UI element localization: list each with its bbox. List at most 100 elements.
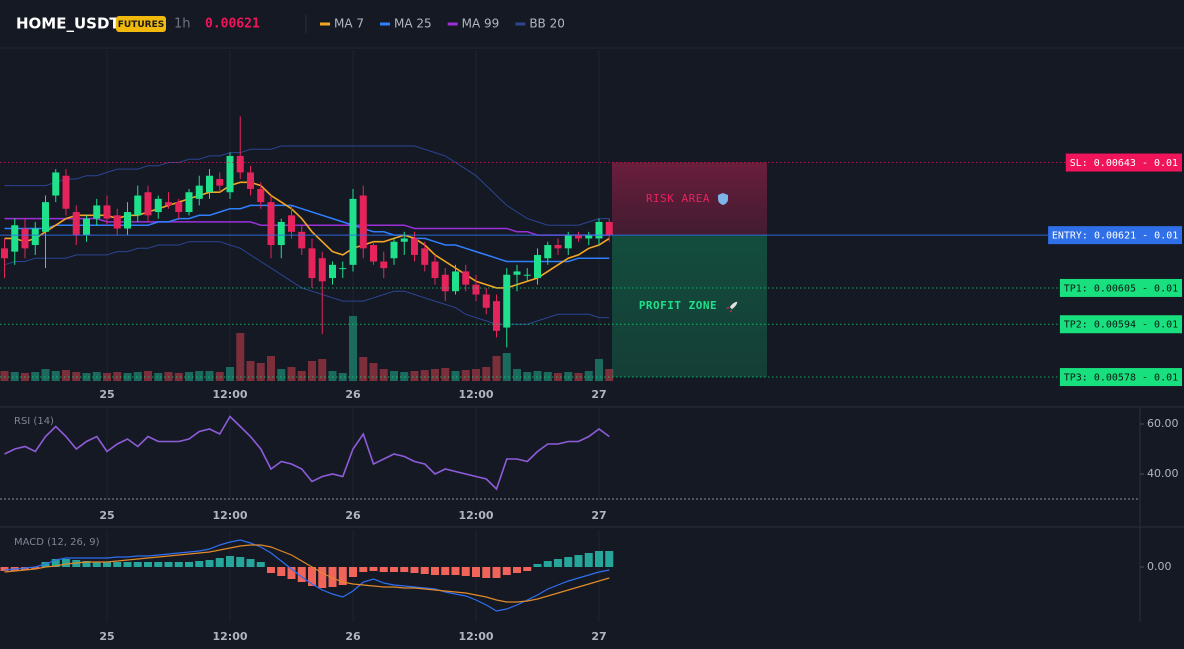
histogram-bar	[523, 567, 532, 571]
volume-bar	[103, 373, 111, 381]
candle-body	[564, 235, 572, 249]
volume-bar	[246, 361, 255, 381]
candle-body	[493, 301, 500, 331]
level-tag	[1059, 368, 1182, 387]
legend-label: BB 20	[529, 17, 565, 31]
histogram-bar	[226, 556, 234, 567]
histogram-bar	[595, 551, 603, 567]
candle-body	[298, 231, 306, 249]
rocket-icon	[726, 301, 738, 313]
volume-bar	[410, 371, 419, 381]
histogram-bar	[92, 562, 101, 567]
histogram-bar	[338, 567, 347, 585]
candle-body	[462, 271, 470, 285]
candle-body	[154, 198, 162, 213]
candle-body	[534, 254, 541, 279]
badge: FUTURES	[118, 20, 164, 30]
candle-body	[216, 179, 224, 186]
macd-line	[4, 539, 610, 612]
x-tick-label: 26	[345, 509, 361, 522]
legend-label: MA 7	[334, 17, 364, 31]
candle-body	[103, 205, 111, 219]
histogram-bar	[513, 567, 521, 573]
volume-bar	[205, 371, 214, 381]
x-tick-label: 25	[99, 509, 114, 522]
histogram-bar	[574, 555, 583, 567]
level-label: TP1: 0.00605 - 0.01	[1064, 283, 1178, 294]
legend-label: MA 99	[462, 17, 500, 31]
volume-bar	[328, 371, 337, 381]
candle-body	[72, 212, 80, 236]
pane-title: MACD (12, 26, 9)	[14, 537, 100, 548]
histogram-bar	[246, 559, 255, 567]
volume-bar	[584, 371, 593, 381]
volume-bar	[72, 372, 81, 381]
histogram-bar	[195, 561, 204, 567]
candle-body	[257, 188, 265, 203]
candle-body	[247, 172, 254, 189]
y-tick-label: 0.00	[1147, 560, 1172, 573]
candle-body	[31, 228, 39, 246]
volume-bar	[533, 371, 542, 381]
histogram-bar	[400, 567, 409, 572]
histogram-bar	[328, 567, 337, 587]
symbol: HOME_USDT	[16, 15, 120, 33]
histogram-bar	[410, 567, 419, 573]
histogram-bar	[359, 567, 368, 572]
candle-body	[175, 202, 183, 213]
histogram-bar	[154, 562, 163, 567]
histogram-bar	[420, 567, 429, 574]
histogram-bar	[215, 558, 224, 567]
volume-bar	[215, 372, 224, 381]
volume-bar	[226, 367, 234, 381]
histogram-bar	[205, 560, 214, 567]
candle-body	[1, 248, 8, 259]
candle-body	[185, 192, 193, 213]
x-tick-label: 27	[591, 509, 606, 522]
histogram-bar	[502, 567, 511, 575]
volume-bar	[349, 316, 357, 381]
volume-bar	[133, 372, 142, 381]
x-tick-label: 12:00	[212, 388, 247, 401]
volume-bar	[420, 370, 429, 381]
header: HOME_USDT FUTURES 1h 0.00621 MA 7 MA 25 MA…	[16, 15, 565, 33]
volume-bar	[82, 373, 91, 381]
volume-bar	[543, 372, 552, 381]
volume-bar	[482, 367, 491, 381]
candle-body	[513, 271, 521, 275]
volume-bar	[441, 368, 450, 381]
volume-bar	[164, 372, 173, 381]
candle-body	[236, 155, 244, 173]
shield-icon	[718, 193, 728, 205]
candle-body	[390, 241, 398, 259]
candle-body	[195, 185, 203, 199]
candle-body	[441, 274, 449, 292]
volume-bar	[390, 371, 398, 381]
y-tick-label: 60.00	[1147, 417, 1179, 430]
candle-body	[165, 202, 172, 206]
histogram-bar	[564, 557, 573, 567]
histogram-bar	[441, 567, 450, 575]
volume-bar	[308, 361, 316, 381]
volume-bar	[185, 372, 193, 381]
candle-body	[544, 245, 552, 259]
histogram-bar	[0, 567, 9, 571]
volume-bar	[318, 359, 327, 381]
volume-bar	[154, 373, 163, 381]
histogram-bar	[174, 562, 183, 567]
candle-body	[318, 258, 326, 282]
legend-label: MA 25	[394, 17, 432, 31]
volume-bar	[595, 359, 603, 381]
candle-body	[472, 284, 480, 295]
candle-body	[585, 235, 593, 239]
volume-bar	[472, 369, 480, 381]
histogram-bar	[277, 567, 286, 576]
volume-bar	[379, 369, 388, 381]
candle-body	[349, 198, 357, 265]
candle-body	[503, 274, 511, 328]
volume-bar	[338, 373, 347, 381]
candle-body	[411, 238, 418, 255]
candle-body	[308, 248, 316, 279]
candle-body	[206, 175, 213, 193]
